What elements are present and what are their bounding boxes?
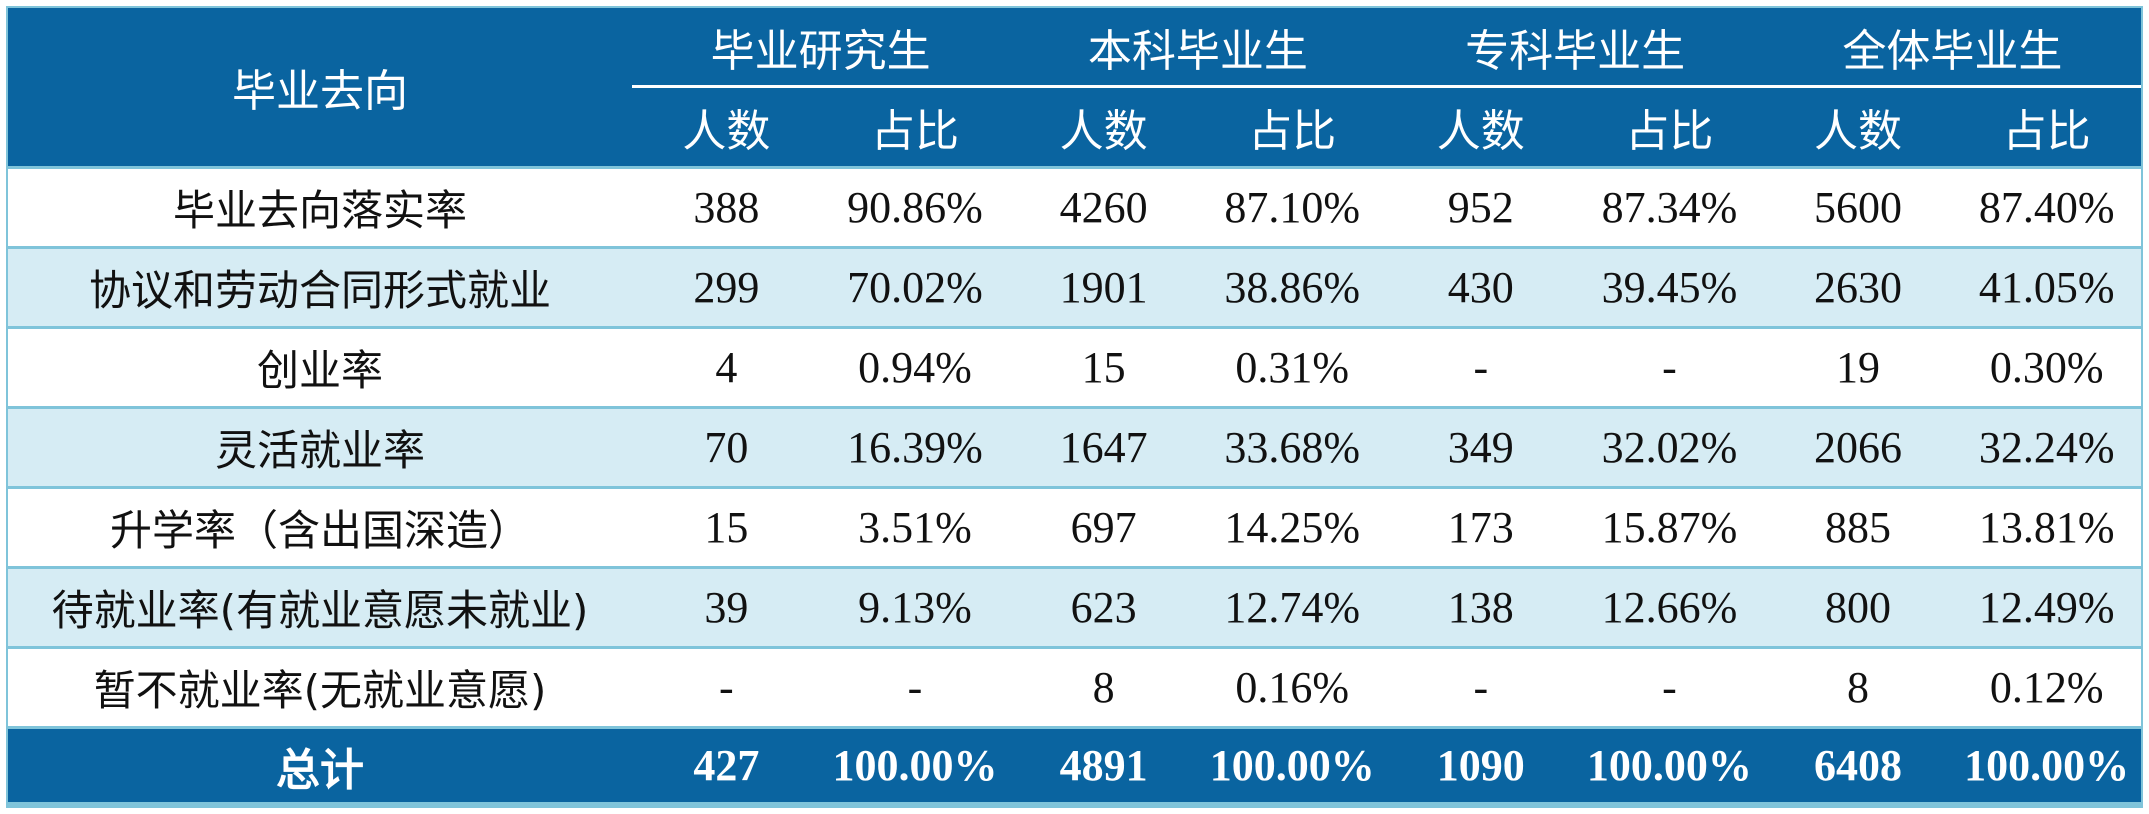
percent-cell: 0.94% <box>820 326 1010 406</box>
percent-cell: 38.86% <box>1197 246 1387 326</box>
percent-cell: 15.87% <box>1575 486 1764 566</box>
table-row: 毕业去向落实率 388 90.86% 4260 87.10% 952 87.34% 5600 8… <box>8 166 2141 246</box>
header-destination: 毕业去向 <box>8 8 633 166</box>
percent-cell: - <box>1575 646 1764 726</box>
percent-cell: 9.13% <box>820 566 1010 646</box>
subheader-count: 人数 <box>1763 88 1953 166</box>
total-cell: 100.00% <box>1197 726 1387 802</box>
percent-cell: 32.02% <box>1575 406 1764 486</box>
percent-cell: 87.10% <box>1197 166 1387 246</box>
count-cell: 8 <box>1763 646 1953 726</box>
header-group-junior-college: 专科毕业生 <box>1386 8 1764 88</box>
total-cell: 6408 <box>1763 726 1953 802</box>
percent-cell: 12.49% <box>1952 566 2141 646</box>
count-cell: 349 <box>1386 406 1576 486</box>
header-group-all: 全体毕业生 <box>1763 8 2141 88</box>
header-group-graduate: 毕业研究生 <box>632 8 1010 88</box>
header-group-undergraduate: 本科毕业生 <box>1009 8 1387 88</box>
row-label: 毕业去向落实率 <box>8 166 633 246</box>
count-cell: 2630 <box>1763 246 1953 326</box>
count-cell: 885 <box>1763 486 1953 566</box>
count-cell: 4260 <box>1009 166 1198 246</box>
count-cell: 2066 <box>1763 406 1953 486</box>
total-cell: 1090 <box>1386 726 1576 802</box>
row-label: 灵活就业率 <box>8 406 633 486</box>
percent-cell: 0.16% <box>1197 646 1387 726</box>
table-row: 创业率 4 0.94% 15 0.31% - -19 0.30% <box>8 326 2141 406</box>
percent-cell: 0.30% <box>1952 326 2141 406</box>
count-cell: 1647 <box>1009 406 1198 486</box>
count-cell: 15 <box>632 486 821 566</box>
row-label: 升学率（含出国深造） <box>8 486 633 566</box>
row-label: 创业率 <box>8 326 633 406</box>
percent-cell: 39.45% <box>1575 246 1764 326</box>
count-cell: 388 <box>632 166 821 246</box>
count-cell: 70 <box>632 406 821 486</box>
percent-cell: 0.31% <box>1197 326 1387 406</box>
count-cell: 299 <box>632 246 821 326</box>
total-cell: 100.00% <box>1952 726 2141 802</box>
table-header: 毕业去向 毕业研究生 本科毕业生 专科毕业生 全体毕业生 人数 占比 人数 占比… <box>8 8 2141 166</box>
subheader-percent: 占比 <box>1952 88 2141 166</box>
percent-cell: 12.66% <box>1575 566 1764 646</box>
table-row: 升学率（含出国深造） 15 3.51% 697 14.25% 173 15.87% 885 13… <box>8 486 2141 566</box>
percent-cell: - <box>1575 326 1764 406</box>
row-label: 待就业率(有就业意愿未就业) <box>8 566 633 646</box>
percent-cell: 87.34% <box>1575 166 1764 246</box>
count-cell: 19 <box>1763 326 1953 406</box>
count-cell: 1901 <box>1009 246 1198 326</box>
percent-cell: 41.05% <box>1952 246 2141 326</box>
row-label: 暂不就业率(无就业意愿) <box>8 646 633 726</box>
percent-cell: 13.81% <box>1952 486 2141 566</box>
subheader-percent: 占比 <box>1197 88 1387 166</box>
total-row: 总计 427 100.00% 4891 100.00% 1090 100.00%… <box>8 726 2141 802</box>
subheader-percent: 占比 <box>1575 88 1764 166</box>
total-cell: 427 <box>632 726 821 802</box>
count-cell: 4 <box>632 326 821 406</box>
percent-cell: 12.74% <box>1197 566 1387 646</box>
table-footer: 总计 427 100.00% 4891 100.00% 1090 100.00%… <box>8 726 2141 802</box>
percent-cell: - <box>820 646 1010 726</box>
table-body: 毕业去向落实率 388 90.86% 4260 87.10% 952 87.34% 5600 8… <box>8 166 2141 726</box>
total-label: 总计 <box>8 726 633 802</box>
percent-cell: 90.86% <box>820 166 1010 246</box>
percent-cell: 0.12% <box>1952 646 2141 726</box>
count-cell: 173 <box>1386 486 1576 566</box>
count-cell: 5600 <box>1763 166 1953 246</box>
count-cell: - <box>1386 646 1576 726</box>
subheader-count: 人数 <box>1386 88 1576 166</box>
count-cell: - <box>1386 326 1576 406</box>
percent-cell: 14.25% <box>1197 486 1387 566</box>
subheader-count: 人数 <box>632 88 821 166</box>
percent-cell: 70.02% <box>820 246 1010 326</box>
percent-cell: 3.51% <box>820 486 1010 566</box>
percent-cell: 32.24% <box>1952 406 2141 486</box>
percent-cell: 87.40% <box>1952 166 2141 246</box>
total-cell: 100.00% <box>1575 726 1764 802</box>
total-cell: 4891 <box>1009 726 1198 802</box>
count-cell: - <box>632 646 821 726</box>
count-cell: 430 <box>1386 246 1576 326</box>
count-cell: 952 <box>1386 166 1576 246</box>
count-cell: 15 <box>1009 326 1198 406</box>
table-row: 暂不就业率(无就业意愿) - -8 0.16% - -8 0.12% <box>8 646 2141 726</box>
count-cell: 39 <box>632 566 821 646</box>
total-cell: 100.00% <box>820 726 1010 802</box>
count-cell: 697 <box>1009 486 1198 566</box>
percent-cell: 33.68% <box>1197 406 1387 486</box>
table-row: 灵活就业率 70 16.39% 1647 33.68% 349 32.02% 2066 32.2… <box>8 406 2141 486</box>
count-cell: 138 <box>1386 566 1576 646</box>
count-cell: 8 <box>1009 646 1198 726</box>
count-cell: 623 <box>1009 566 1198 646</box>
subheader-percent: 占比 <box>820 88 1010 166</box>
employment-destination-table: 毕业去向 毕业研究生 本科毕业生 专科毕业生 全体毕业生 人数 占比 人数 占比… <box>8 8 2141 802</box>
table-row: 待就业率(有就业意愿未就业) 39 9.13% 623 12.74% 138 12.66% 8… <box>8 566 2141 646</box>
count-cell: 800 <box>1763 566 1953 646</box>
row-label: 协议和劳动合同形式就业 <box>8 246 633 326</box>
percent-cell: 16.39% <box>820 406 1010 486</box>
subheader-count: 人数 <box>1009 88 1198 166</box>
table-row: 协议和劳动合同形式就业 299 70.02% 1901 38.86% 430 39.45% 2… <box>8 246 2141 326</box>
